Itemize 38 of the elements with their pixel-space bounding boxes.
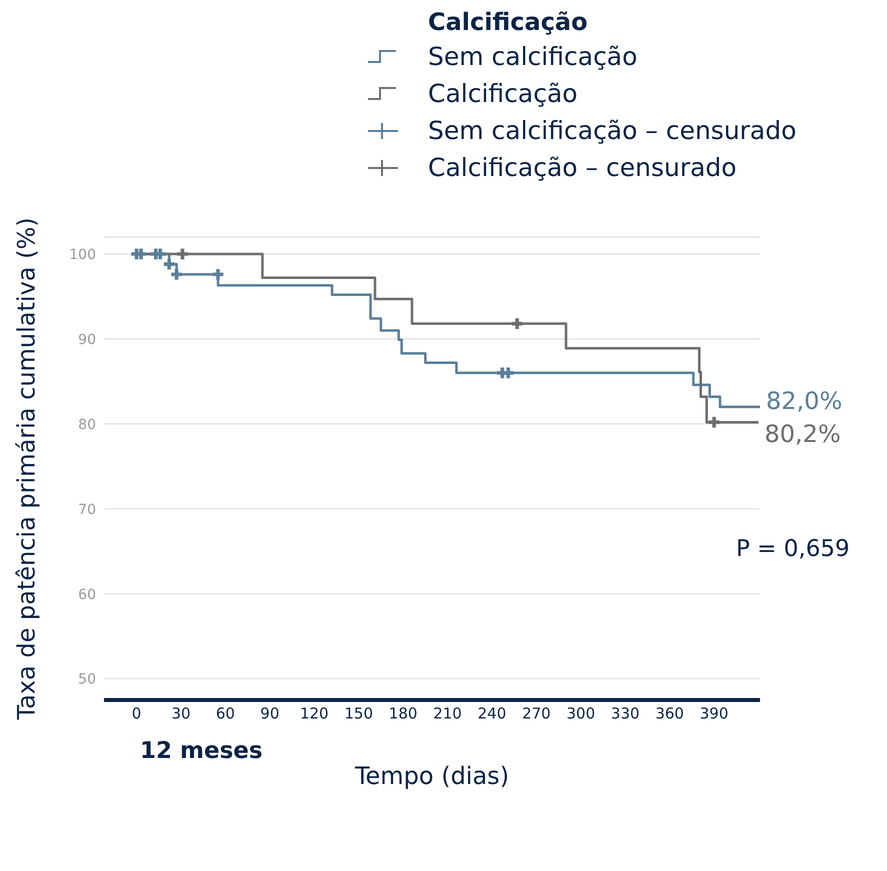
y-tick-label: 60	[78, 586, 96, 603]
x-tick-label: 270	[522, 704, 551, 723]
legend-label: Sem calcificação – censurado	[428, 116, 796, 145]
annotation: 82,0%	[766, 386, 842, 415]
x-tick-label: 360	[655, 704, 684, 723]
text: 12 meses	[140, 738, 263, 764]
x-tick-label: 60	[216, 704, 235, 723]
x-tick-label: 30	[171, 704, 191, 723]
x-tick-label: 150	[344, 704, 374, 723]
legend-label: Calcificação	[428, 79, 578, 108]
y-tick-label: 70	[78, 502, 96, 518]
x-tick-label: 330	[610, 704, 640, 723]
annotation: 80,2%	[764, 420, 841, 448]
y-axis-title: Taxa de patência primária cumulativa (%)	[12, 217, 41, 721]
y-tick-label: 90	[78, 332, 96, 348]
x-tick-label: 0	[132, 704, 142, 723]
point	[171, 269, 182, 280]
point	[708, 416, 720, 428]
legend-title: Calcificação	[428, 8, 589, 36]
x-tick-label: 210	[433, 704, 462, 723]
y-tick-label: 50	[78, 672, 96, 688]
point	[212, 269, 224, 280]
x-tick-label: 120	[300, 704, 329, 723]
legend-label: Sem calcificação	[428, 42, 638, 71]
x-tick-label: 240	[478, 704, 506, 723]
legend-label: Calcificação – censurado	[428, 153, 737, 182]
x-tick-label: 180	[388, 704, 418, 723]
point	[502, 368, 514, 378]
x-tick-label: 390	[700, 704, 728, 723]
point	[177, 248, 188, 260]
x-axis-title: Tempo (dias)	[354, 762, 510, 790]
point	[164, 258, 175, 270]
x-tick-label: 90	[260, 704, 280, 723]
annotation: P = 0,659	[736, 536, 850, 562]
y-tick-label: 80	[78, 416, 96, 433]
x-tick-label: 300	[566, 704, 596, 723]
y-tick-label: 100	[69, 246, 96, 263]
point	[512, 318, 523, 330]
